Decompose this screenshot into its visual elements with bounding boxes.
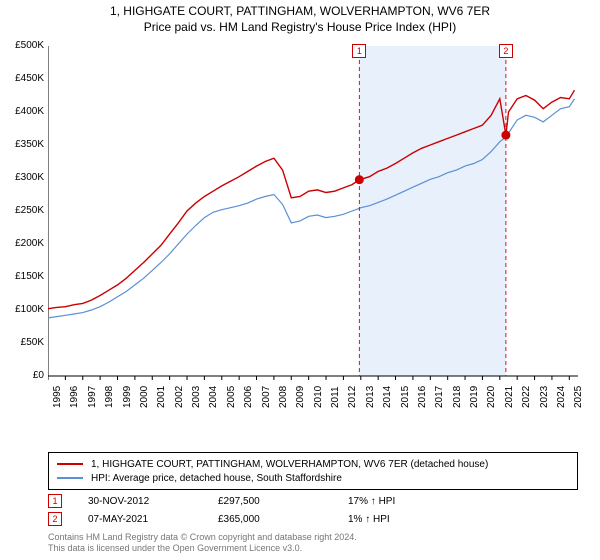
x-tick-label: 2024: [556, 386, 567, 408]
x-tick-label: 2023: [539, 386, 550, 408]
legend-box: 1, HIGHGATE COURT, PATTINGHAM, WOLVERHAM…: [48, 452, 578, 490]
y-tick-label: £0: [0, 370, 44, 381]
x-tick-label: 2004: [208, 386, 219, 408]
x-tick-label: 2019: [469, 386, 480, 408]
data-point-price-1: £297,500: [218, 496, 348, 507]
y-tick-label: £100K: [0, 304, 44, 315]
legend-swatch-property: [57, 463, 83, 465]
data-point-row-2: 2 07-MAY-2021 £365,000 1% ↑ HPI: [48, 510, 578, 528]
x-tick-label: 2011: [330, 386, 341, 408]
x-tick-label: 2012: [347, 386, 358, 408]
x-tick-label: 2005: [226, 386, 237, 408]
legend-swatch-hpi: [57, 477, 83, 479]
x-tick-label: 2015: [400, 386, 411, 408]
y-tick-label: £250K: [0, 205, 44, 216]
data-point-date-2: 07-MAY-2021: [88, 514, 218, 525]
x-tick-label: 2017: [434, 386, 445, 408]
chart-marker-badge: 2: [499, 44, 513, 58]
x-tick-label: 2014: [382, 386, 393, 408]
line-chart-svg: [48, 46, 578, 416]
data-point-delta-2: 1% ↑ HPI: [348, 514, 478, 525]
data-point-date-1: 30-NOV-2012: [88, 496, 218, 507]
legend-label-property: 1, HIGHGATE COURT, PATTINGHAM, WOLVERHAM…: [91, 459, 488, 470]
footnote: Contains HM Land Registry data © Crown c…: [48, 532, 357, 554]
x-tick-label: 2018: [452, 386, 463, 408]
x-tick-label: 1997: [87, 386, 98, 408]
legend-item-hpi: HPI: Average price, detached house, Sout…: [57, 471, 569, 485]
chart-marker-badge: 1: [352, 44, 366, 58]
x-tick-label: 2001: [156, 386, 167, 408]
marker-badge-1: 1: [48, 494, 62, 508]
x-tick-label: 2010: [313, 386, 324, 408]
legend-item-property: 1, HIGHGATE COURT, PATTINGHAM, WOLVERHAM…: [57, 457, 569, 471]
x-tick-label: 2016: [417, 386, 428, 408]
x-tick-label: 2006: [243, 386, 254, 408]
x-tick-label: 2009: [295, 386, 306, 408]
data-point-table: 1 30-NOV-2012 £297,500 17% ↑ HPI 2 07-MA…: [48, 492, 578, 528]
x-tick-label: 1995: [52, 386, 63, 408]
x-tick-label: 2013: [365, 386, 376, 408]
footnote-line2: This data is licensed under the Open Gov…: [48, 543, 357, 554]
legend-label-hpi: HPI: Average price, detached house, Sout…: [91, 473, 342, 484]
y-tick-label: £350K: [0, 139, 44, 150]
x-tick-label: 2007: [261, 386, 272, 408]
x-tick-label: 2008: [278, 386, 289, 408]
y-tick-label: £300K: [0, 172, 44, 183]
data-point-row-1: 1 30-NOV-2012 £297,500 17% ↑ HPI: [48, 492, 578, 510]
x-tick-label: 1996: [69, 386, 80, 408]
x-tick-label: 2003: [191, 386, 202, 408]
y-tick-label: £200K: [0, 238, 44, 249]
x-tick-label: 2020: [486, 386, 497, 408]
chart-title-sub: Price paid vs. HM Land Registry's House …: [0, 20, 600, 34]
y-tick-label: £500K: [0, 40, 44, 51]
data-point-price-2: £365,000: [218, 514, 348, 525]
chart-title-main: 1, HIGHGATE COURT, PATTINGHAM, WOLVERHAM…: [0, 4, 600, 18]
footnote-line1: Contains HM Land Registry data © Crown c…: [48, 532, 357, 543]
marker-badge-2: 2: [48, 512, 62, 526]
y-tick-label: £50K: [0, 337, 44, 348]
x-tick-label: 2025: [573, 386, 584, 408]
x-tick-label: 2000: [139, 386, 150, 408]
chart-area: [48, 46, 578, 416]
y-tick-label: £150K: [0, 271, 44, 282]
x-tick-label: 1999: [122, 386, 133, 408]
data-point-delta-1: 17% ↑ HPI: [348, 496, 478, 507]
y-tick-label: £450K: [0, 73, 44, 84]
x-tick-label: 1998: [104, 386, 115, 408]
x-tick-label: 2021: [504, 386, 515, 408]
x-tick-label: 2002: [174, 386, 185, 408]
x-tick-label: 2022: [521, 386, 532, 408]
y-tick-label: £400K: [0, 106, 44, 117]
